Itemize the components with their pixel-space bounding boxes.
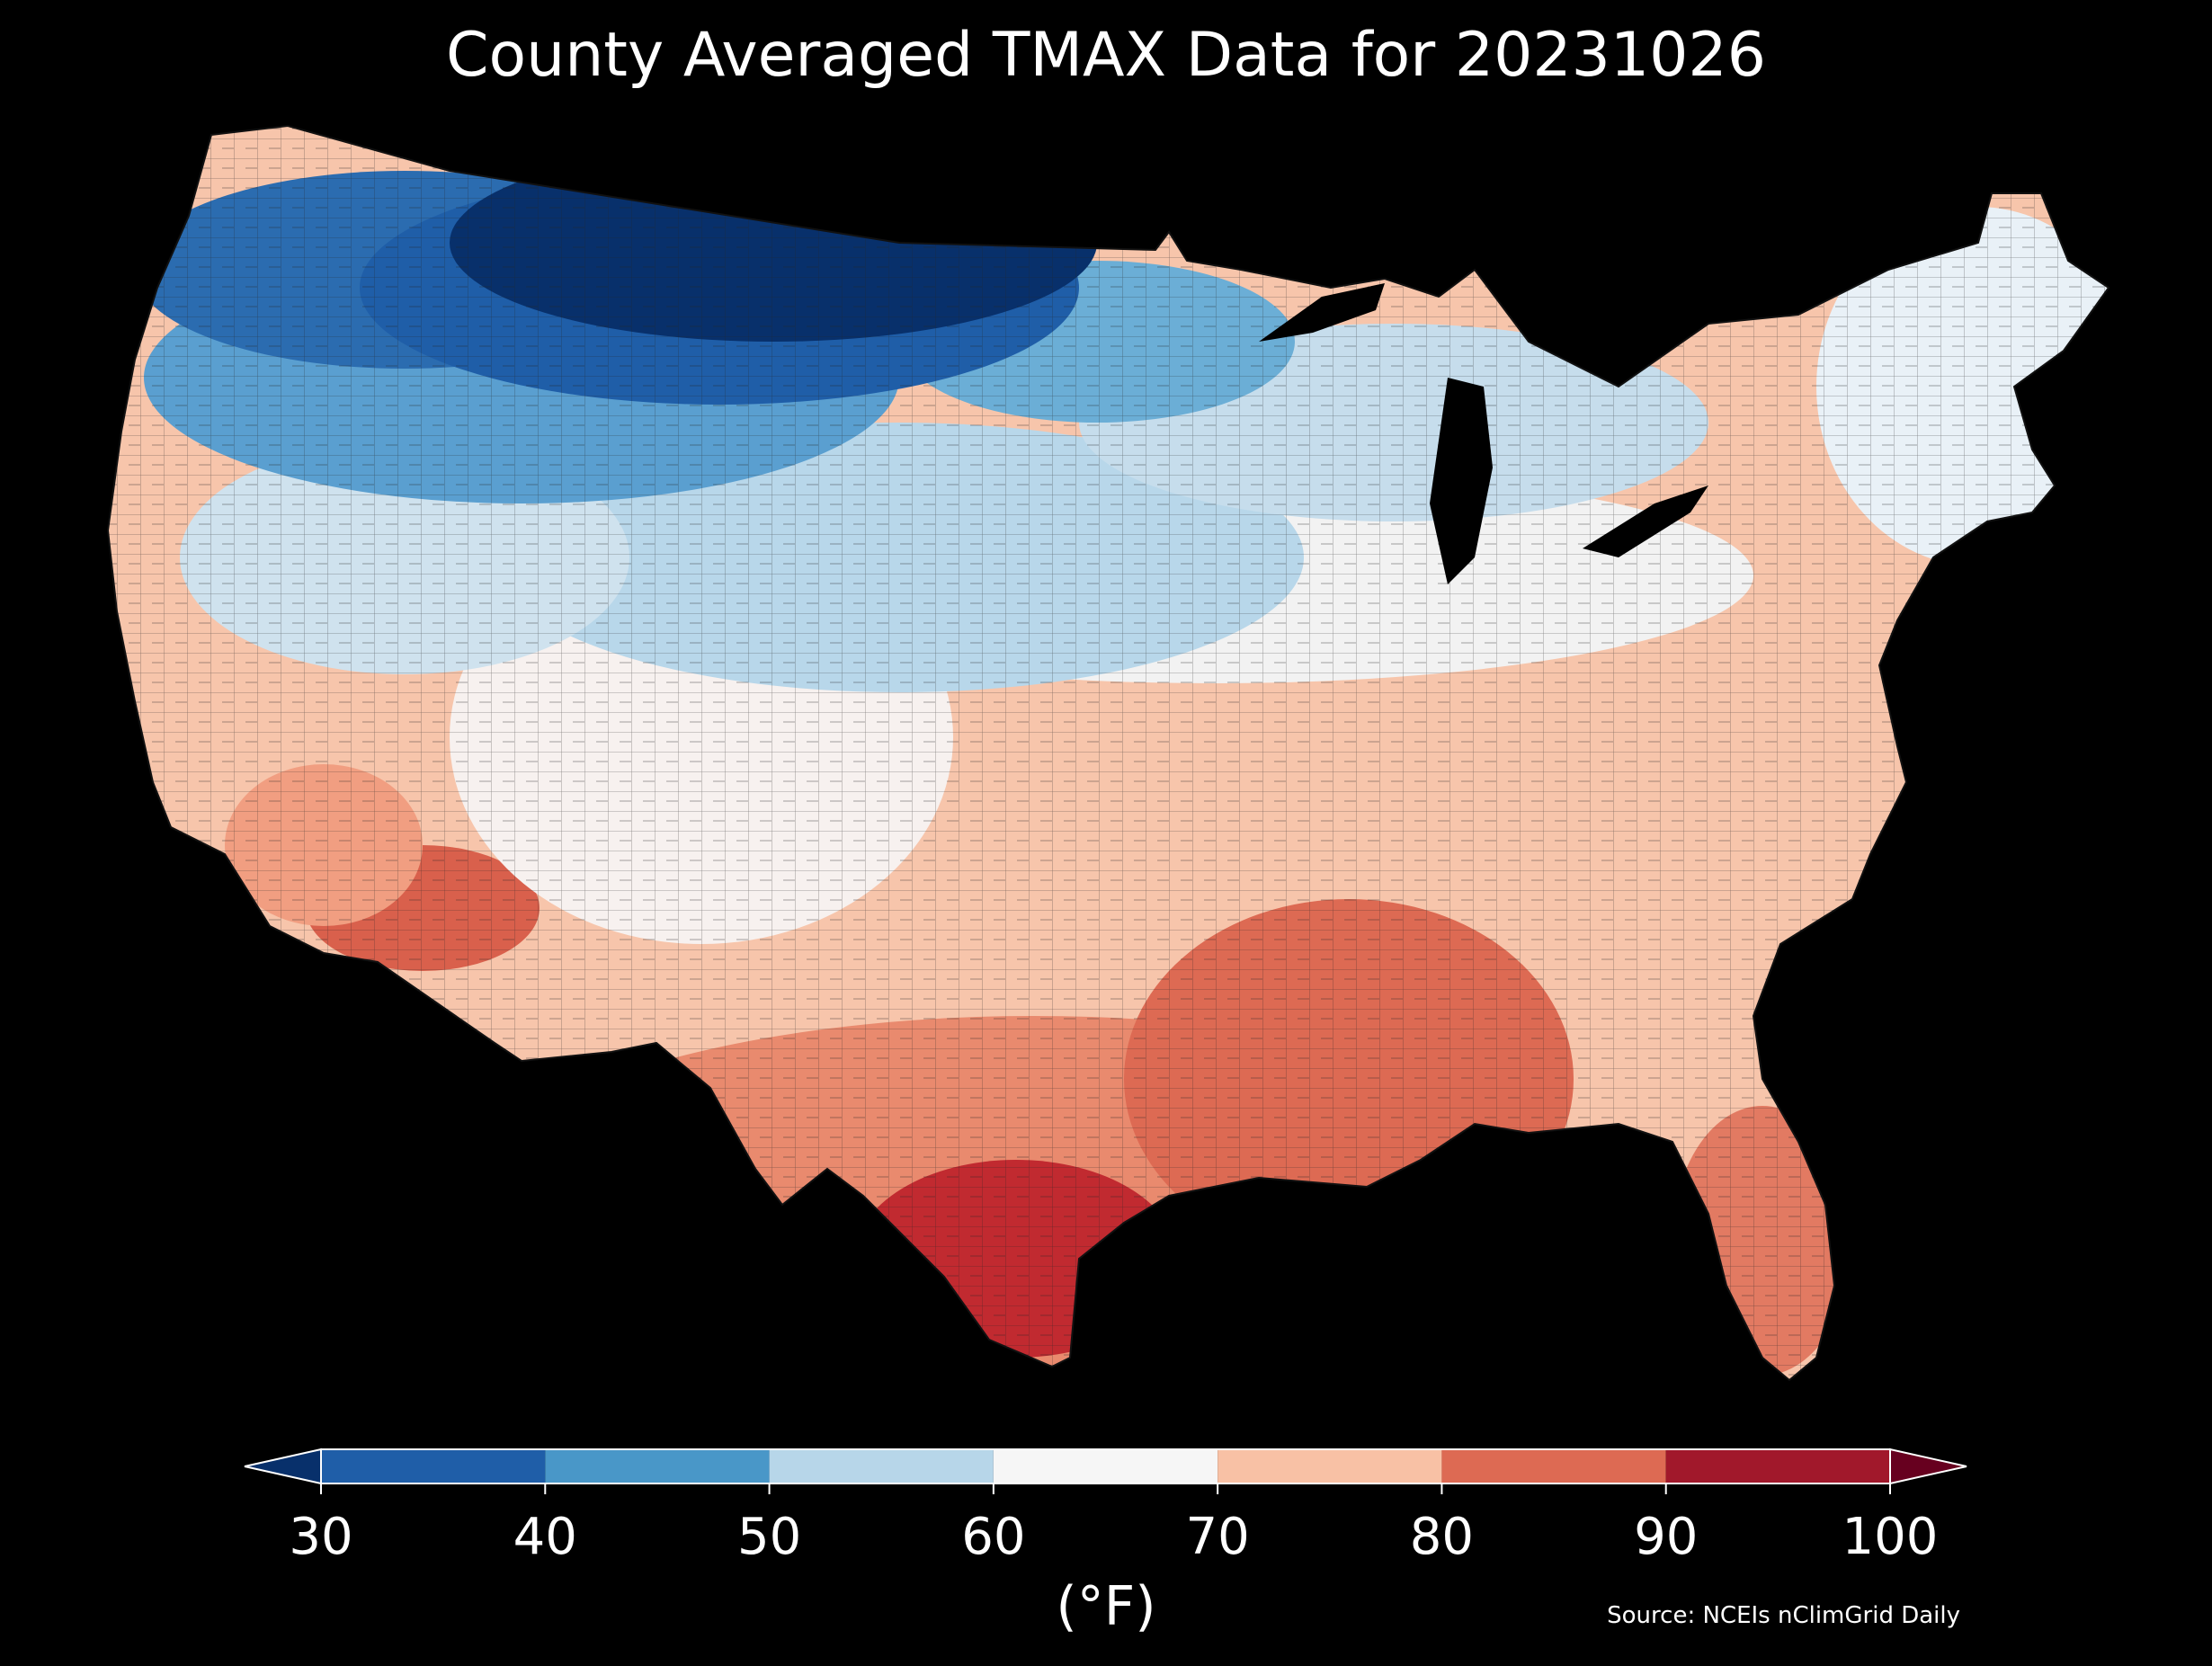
colorbar-tick-label: 80	[1410, 1508, 1474, 1566]
colorbar-bin	[321, 1449, 546, 1483]
colorbar-over-arrow	[1889, 1448, 1967, 1485]
colorbar-under-arrow	[244, 1448, 322, 1485]
colorbar-bin	[1217, 1449, 1442, 1483]
colorbar-frame	[320, 1448, 1891, 1484]
colorbar-tick-label: 60	[961, 1508, 1025, 1566]
colorbar-bin	[1665, 1449, 1890, 1483]
colorbar-tick-label: 40	[513, 1508, 577, 1566]
lake-erie	[1583, 486, 1708, 557]
colorbar-tick-label: 100	[1842, 1508, 1939, 1566]
colorbar-unit-label: (°F)	[1056, 1575, 1156, 1638]
colorbar-bin	[769, 1449, 994, 1483]
source-caption: Source: NCEIs nClimGrid Daily	[1607, 1602, 1960, 1629]
lake-superior	[1259, 283, 1385, 342]
colorbar-tick-label: 50	[737, 1508, 801, 1566]
colorbar-bin	[545, 1449, 770, 1483]
map-title: County Averaged TMAX Data for 20231026	[446, 20, 1766, 91]
colorbar-bin	[1441, 1449, 1666, 1483]
colorbar-bin	[993, 1449, 1218, 1483]
lake-michigan	[1430, 378, 1493, 584]
colorbar-tick-label: 90	[1634, 1508, 1698, 1566]
colorbar-tick-label: 30	[289, 1508, 352, 1566]
colorbar-tick-label: 70	[1186, 1508, 1250, 1566]
